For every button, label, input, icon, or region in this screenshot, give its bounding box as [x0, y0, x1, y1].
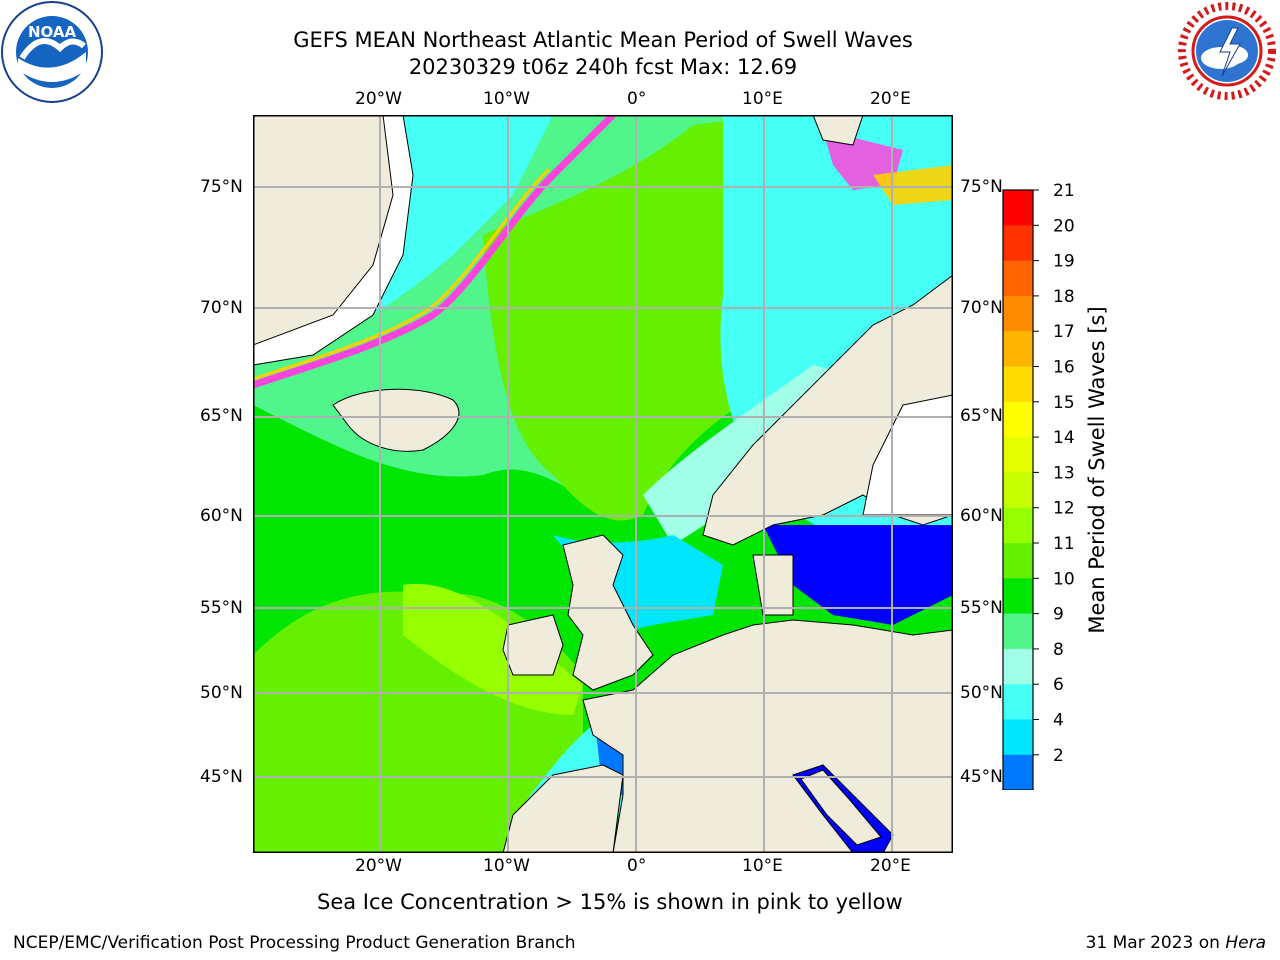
lon-tick-bottom: 20°E	[870, 856, 911, 876]
colorbar-segment	[1003, 578, 1033, 615]
colorbar-tick-label: 21	[1053, 181, 1075, 201]
colorbar-tick-label: 17	[1053, 322, 1075, 342]
colorbar-label: Mean Period of Swell Waves [s]	[1085, 306, 1109, 634]
swell-field-biscay	[403, 583, 583, 715]
colorbar-segment	[1003, 437, 1033, 473]
colorbar-segment	[1003, 401, 1033, 438]
greenland-coast-land	[253, 115, 394, 346]
colorbar-segment	[1003, 295, 1033, 332]
colorbar-tick-label: 18	[1053, 287, 1075, 307]
colorbar-tick-label: 2	[1053, 746, 1064, 766]
colorbar-segment	[1003, 225, 1033, 262]
lon-tick-bottom: 0°	[627, 856, 647, 876]
great-britain	[562, 534, 654, 691]
lon-tick-top: 0°	[627, 89, 647, 109]
colorbar-tick-label: 8	[1053, 640, 1064, 660]
svalbard	[812, 115, 864, 146]
lat-tick-right: 50°N	[960, 683, 1003, 703]
lat-tick-left: 60°N	[200, 506, 243, 526]
colorbar-tick-label: 16	[1053, 358, 1075, 378]
colorbar-segment	[1003, 260, 1033, 297]
swell-period-map	[253, 115, 953, 853]
colorbar-tick-label: 20	[1053, 216, 1075, 236]
sea-ice-note: Sea Ice Concentration > 15% is shown in …	[317, 890, 903, 914]
colorbar-tick-label: 4	[1053, 711, 1064, 731]
colorbar-tick-label: 6	[1053, 675, 1064, 695]
colorbar-tick-label: 13	[1053, 463, 1075, 483]
chart-subtitle: 20230329 t06z 240h fcst Max: 12.69	[408, 55, 798, 79]
lat-tick-left: 45°N	[200, 767, 243, 787]
continental-europe	[582, 619, 953, 853]
lat-tick-left: 50°N	[200, 683, 243, 703]
italy-land	[800, 769, 882, 846]
colorbar-tick-label: 15	[1053, 393, 1075, 413]
lat-tick-left: 70°N	[200, 298, 243, 318]
colorbar-segment	[1003, 719, 1033, 756]
colorbar-segment	[1003, 331, 1033, 367]
lat-tick-left: 55°N	[200, 598, 243, 618]
colorbar-segment	[1003, 613, 1033, 650]
map-border	[253, 115, 953, 853]
lon-tick-top: 20°E	[870, 89, 911, 109]
colorbar-tick-label: 12	[1053, 499, 1075, 519]
lat-tick-left: 65°N	[200, 406, 243, 426]
lon-tick-bottom: 10°E	[742, 856, 783, 876]
colorbar-segment	[1003, 684, 1033, 720]
colorbar-tick-label: 9	[1053, 605, 1064, 625]
colorbar-frame	[1002, 189, 1034, 790]
footer-credit: NCEP/EMC/Verification Post Processing Pr…	[13, 933, 576, 953]
lon-tick-bottom: 10°W	[483, 856, 530, 876]
colorbar-segment	[1003, 507, 1033, 544]
colorbar-segment	[1003, 543, 1033, 579]
footer-date: 31 Mar 2023 on Hera	[1086, 933, 1266, 953]
colorbar-tick-label: 19	[1053, 252, 1075, 272]
iberia	[502, 764, 624, 853]
colorbar: 21 20 19 18 17 16 15 14 13 12 11 10 9 8 6 4 2	[1001, 181, 1075, 790]
colorbar-tick-label: 14	[1053, 428, 1075, 448]
chart-title: GEFS MEAN Northeast Atlantic Mean Period…	[293, 28, 913, 52]
noaa-logo: NOAA	[1, 1, 103, 103]
baltic-sea	[763, 525, 953, 625]
lon-tick-bottom: 20°W	[355, 856, 402, 876]
lat-tick-right: 55°N	[960, 598, 1003, 618]
footer-machine: Hera	[1225, 933, 1266, 953]
colorbar-segment	[1003, 648, 1033, 685]
lat-tick-right: 45°N	[960, 767, 1003, 787]
ice-edge-greenland	[253, 115, 616, 389]
ireland	[502, 614, 564, 676]
colorbar-tick-label: 11	[1053, 534, 1075, 554]
colorbar-segment	[1003, 190, 1033, 226]
lat-tick-right: 75°N	[960, 177, 1003, 197]
lat-tick-left: 75°N	[200, 177, 243, 197]
svg-text:NOAA: NOAA	[28, 23, 77, 41]
colorbar-segment	[1003, 754, 1033, 790]
colorbar-segment	[1003, 366, 1033, 403]
graticule	[253, 115, 953, 853]
iceland	[332, 388, 460, 452]
nws-logo	[1178, 2, 1276, 100]
lon-tick-top: 10°E	[742, 89, 783, 109]
lon-tick-top: 10°W	[483, 89, 530, 109]
lat-tick-right: 60°N	[960, 506, 1003, 526]
footer-date-text: 31 Mar 2023 on	[1085, 933, 1226, 953]
colorbar-segment	[1003, 472, 1033, 509]
swell-field-central	[483, 115, 793, 521]
lat-tick-right: 70°N	[960, 298, 1003, 318]
colorbar-tick-label: 10	[1053, 569, 1075, 589]
lon-tick-top: 20°W	[355, 89, 402, 109]
lat-tick-right: 65°N	[960, 406, 1003, 426]
